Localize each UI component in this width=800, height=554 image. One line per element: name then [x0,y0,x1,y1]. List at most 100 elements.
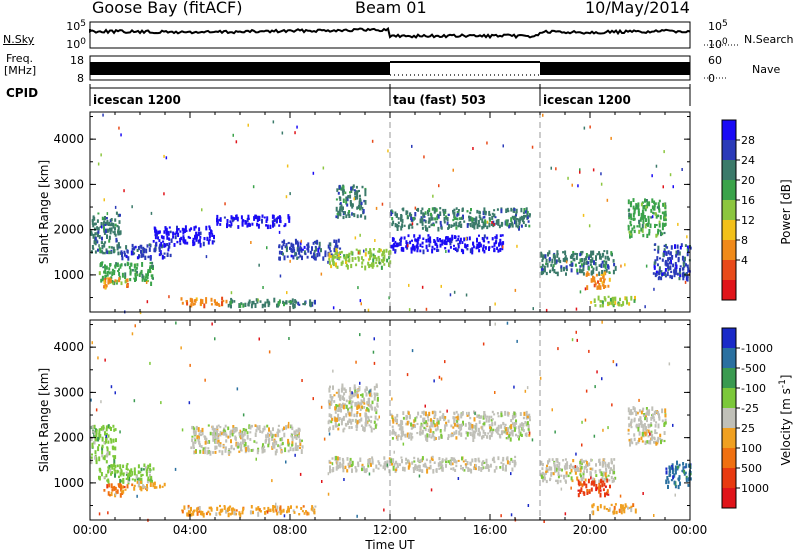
data-cell [338,417,341,420]
data-cell [599,285,602,290]
noise-cell [677,222,679,226]
data-cell [336,188,339,192]
data-cell [333,247,336,253]
data-cell [372,248,375,251]
data-cell [665,479,668,485]
noise-cell [114,391,116,395]
data-cell [273,434,276,437]
data-cell [241,439,244,442]
noise-cell [373,337,375,341]
data-cell [90,459,93,465]
data-cell [300,449,303,454]
data-cell [397,244,400,247]
data-cell [355,248,358,251]
data-cell [428,225,431,228]
data-cell [471,224,474,228]
data-cell [191,425,194,430]
data-cell [425,244,428,250]
data-cell [687,267,690,273]
data-cell [388,469,391,474]
data-cell [438,467,441,470]
data-cell [350,411,353,417]
data-cell [569,472,572,475]
data-cell [351,468,353,473]
data-cell [161,236,164,240]
data-cell [437,239,440,243]
data-cell [272,505,275,510]
data-cell [203,449,206,455]
data-cell [354,393,357,397]
data-cell [301,248,304,251]
data-cell [400,246,403,251]
data-cell [210,303,213,306]
data-cell [110,227,113,232]
data-cell [585,256,588,261]
data-cell [315,240,317,245]
data-cell [592,477,595,482]
data-cell [642,205,645,210]
data-cell [271,437,274,441]
data-cell [379,248,382,252]
data-cell [219,442,222,445]
data-cell [113,485,116,491]
data-cell [657,214,660,218]
data-cell [657,249,660,254]
data-cell [290,254,293,258]
data-cell [107,229,110,232]
data-cell [93,424,96,429]
noise-cell [149,361,151,365]
data-cell [413,247,416,252]
data-cell [144,278,146,282]
data-cell [209,431,212,436]
noise-cell [91,341,93,345]
data-cell [421,241,424,245]
data-cell [335,391,338,394]
data-cell [196,511,199,516]
data-cell [104,216,106,221]
data-cell [601,472,604,477]
data-cell [500,461,503,464]
data-cell [453,244,455,247]
noise-cell [452,168,454,172]
data-cell [674,262,677,267]
data-cell [548,257,551,261]
data-cell [135,475,138,479]
data-cell [557,465,560,471]
data-cell [297,256,300,259]
data-cell [598,251,601,255]
data-cell [582,491,585,495]
data-cell [564,255,567,260]
data-cell [297,431,300,437]
data-cell [294,434,296,439]
data-cell [295,505,298,509]
data-cell [452,434,454,437]
data-cell [114,446,117,451]
data-cell [641,209,644,214]
data-cell [640,410,643,415]
noise-cell [406,373,409,377]
data-cell [630,224,633,227]
data-cell [686,274,689,277]
data-cell [433,423,436,426]
data-cell [630,295,633,301]
data-cell [117,483,120,486]
data-cell [630,507,633,513]
data-cell [617,301,620,305]
data-cell [348,401,351,405]
data-cell [355,391,358,395]
data-cell [356,206,359,210]
data-cell [663,223,666,227]
noise-cell [607,426,609,430]
data-cell [287,216,290,220]
data-cell [280,443,283,446]
data-cell [222,299,225,303]
data-cell [201,510,204,516]
data-cell [428,411,431,417]
data-cell [653,437,656,440]
data-cell [514,427,516,432]
noise-cell [583,126,586,130]
data-cell [604,472,607,478]
data-cell [583,466,586,470]
data-cell [614,476,617,480]
data-cell [644,198,646,203]
